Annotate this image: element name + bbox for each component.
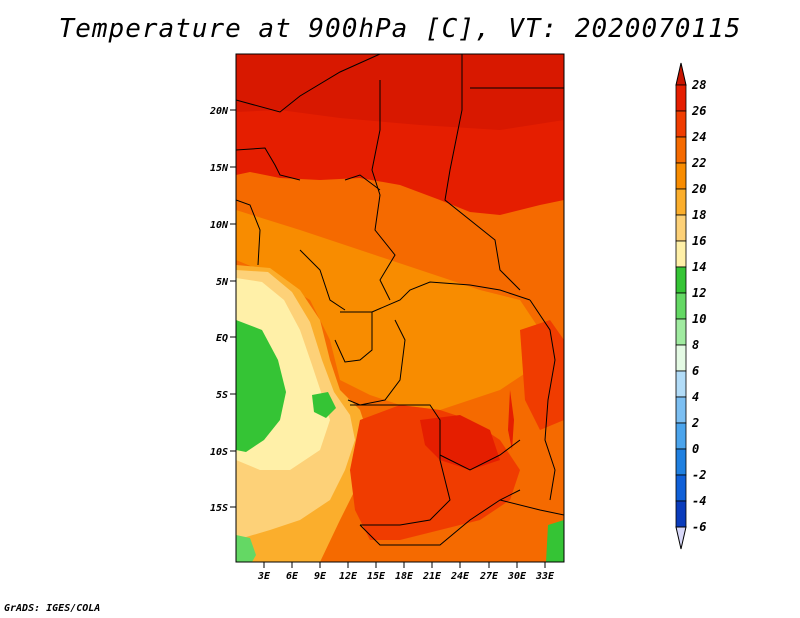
colorbar-swatch (675, 344, 687, 372)
colorbar-label: 8 (692, 338, 699, 352)
grads-credit: GrADS: IGES/COLA (4, 603, 101, 614)
colorbar-swatch (675, 474, 687, 502)
lon-label: 15E (367, 571, 386, 582)
colorbar-label: 10 (692, 312, 706, 326)
colorbar-swatch (675, 136, 687, 164)
colorbar-label: 4 (692, 390, 699, 404)
colorbar-over-arrow (675, 62, 687, 86)
colorbar-label: -2 (692, 468, 706, 482)
colorbar-label: 2 (691, 416, 699, 430)
lon-label: 18E (395, 571, 414, 582)
colorbar-label: 6 (692, 364, 699, 378)
colorbar-label: 0 (692, 442, 699, 456)
lon-axis: 3E 6E 9E 12E 15E 18E 21E 24E 27E 30E 33E (257, 562, 555, 582)
colorbar-swatch (675, 240, 687, 268)
colorbar-swatch (675, 84, 687, 112)
colorbar-label: 28 (691, 78, 706, 92)
lat-label: 5N (216, 277, 229, 288)
field-region-12-sw (236, 535, 256, 562)
colorbar-label: 24 (691, 130, 706, 144)
lon-label: 33E (535, 571, 555, 582)
colorbar-swatch (675, 448, 687, 476)
chart-title: Temperature at 900hPa [C], VT: 202007011… (58, 14, 742, 44)
colorbar-label: 14 (692, 260, 706, 274)
field-region-22 (236, 210, 540, 410)
temperature-field (236, 54, 564, 562)
lon-label: 21E (422, 571, 442, 582)
lon-label: 30E (507, 571, 527, 582)
colorbar-swatch (675, 370, 687, 398)
field-region-over-north (236, 54, 564, 130)
lon-label: 24E (450, 571, 470, 582)
colorbar-label: -4 (692, 494, 706, 508)
colorbar-label: 20 (691, 182, 706, 196)
lat-label: 10S (210, 447, 228, 458)
colorbar-label: -6 (692, 520, 706, 534)
colorbar-under-arrow (675, 526, 687, 550)
lat-label: 20N (209, 106, 229, 117)
lon-label: 6E (286, 571, 299, 582)
colorbar-label: 16 (692, 234, 706, 248)
colorbar-swatch (675, 162, 687, 190)
colorbar-swatch (675, 422, 687, 450)
country-borders (236, 54, 564, 546)
lat-label: 5S (216, 390, 228, 401)
lon-label: 12E (339, 571, 358, 582)
colorbar-swatch (675, 214, 687, 242)
colorbar-swatch (675, 110, 687, 138)
lon-label: 9E (314, 571, 327, 582)
field-region-14-west (236, 320, 286, 452)
lat-axis: 20N 15N 10N 5N EQ 5S 10S 15S (209, 106, 236, 514)
field-region-14-coast (312, 392, 336, 418)
lat-label: 10N (210, 220, 229, 231)
lat-label: 15S (210, 503, 228, 514)
lat-label: 15N (210, 163, 229, 174)
colorbar-swatch (675, 396, 687, 424)
lake-tanganyika (508, 390, 514, 450)
colorbar-swatch (675, 292, 687, 320)
colorbar-swatch (675, 266, 687, 294)
lon-label: 3E (257, 571, 271, 582)
lon-label: 27E (479, 571, 499, 582)
colorbar-label: 12 (692, 286, 706, 300)
field-region-14-se (546, 520, 564, 562)
colorbar-label: 26 (691, 104, 706, 118)
colorbar-label: 18 (692, 208, 706, 222)
lat-label: EQ (216, 333, 228, 344)
colorbar-swatch (675, 188, 687, 216)
colorbar-swatch (675, 500, 687, 528)
colorbar-label: 22 (691, 156, 706, 170)
colorbar-swatch (675, 318, 687, 346)
map-frame (235, 53, 565, 563)
